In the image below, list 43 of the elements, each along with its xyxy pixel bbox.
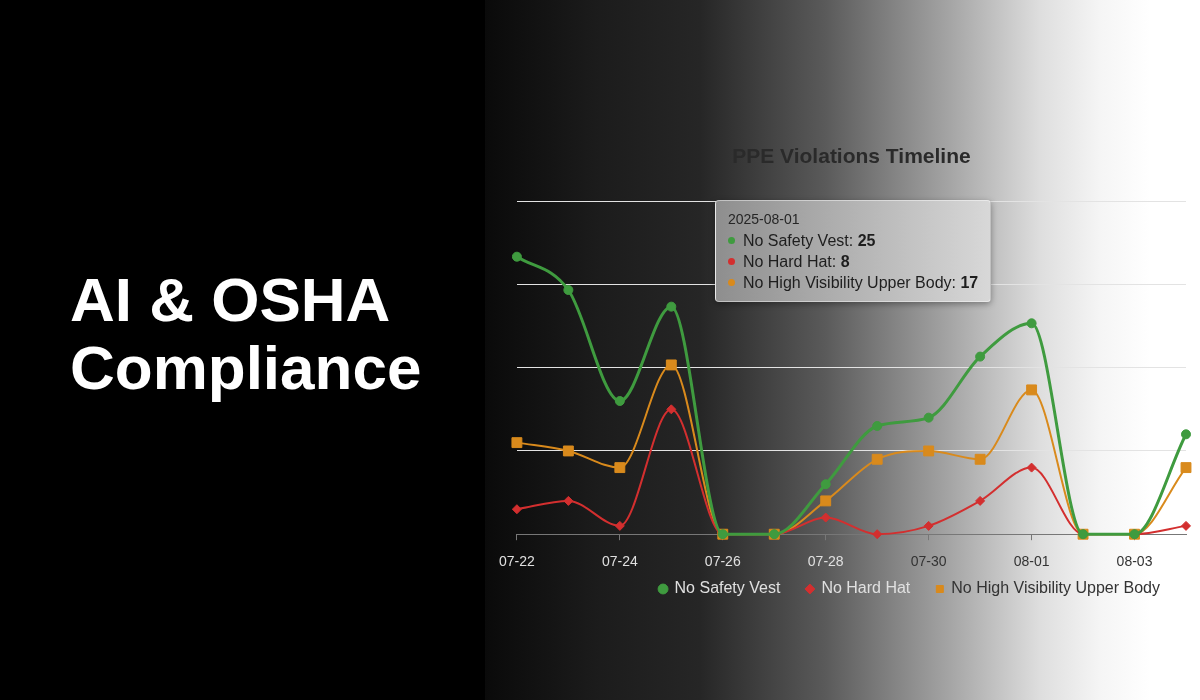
point	[562, 445, 574, 457]
point	[666, 301, 677, 312]
point	[563, 285, 574, 295]
annotation: No High Visibility Upper Body: 17	[742, 274, 979, 292]
point	[665, 359, 677, 371]
x-tick-label: 07-26	[704, 553, 741, 570]
point	[614, 520, 625, 531]
point	[666, 404, 677, 415]
point	[820, 512, 831, 523]
point	[511, 251, 522, 262]
point	[872, 420, 883, 431]
point	[975, 495, 986, 506]
point	[1180, 462, 1192, 474]
point	[1026, 318, 1037, 329]
legend-label: No High Visibility Upper Body	[951, 579, 1160, 597]
point	[820, 495, 832, 507]
point	[511, 437, 523, 449]
legend-label: No Hard Hat	[821, 579, 911, 597]
annotation: No Hard Hat: 8	[742, 253, 850, 271]
x-tick-label: 07-28	[807, 553, 844, 570]
point	[923, 445, 935, 457]
x-tick-label: 07-24	[601, 553, 638, 570]
tooltip-card: 2025-08-01 No Safety Vest: 25 No Hard Hat: 8 No High Visibility Upper Body: 17	[714, 200, 992, 303]
point	[1181, 520, 1191, 531]
x-tick-label: 07-30	[910, 553, 947, 570]
text: AI & OSHA Compliance	[70, 265, 423, 402]
point	[614, 462, 626, 474]
x-tick-label: 08-01	[1013, 553, 1050, 570]
point	[563, 495, 574, 506]
x-tick-label: 07-22	[499, 553, 536, 570]
x-tick-label: 08-03	[1116, 553, 1153, 570]
point	[614, 396, 625, 406]
point	[1026, 384, 1038, 396]
point	[1026, 462, 1037, 473]
point	[511, 504, 522, 515]
legend-label: No Safety Vest	[674, 579, 781, 597]
point	[871, 453, 883, 465]
point	[974, 453, 986, 465]
point	[1181, 429, 1191, 440]
point	[923, 520, 934, 531]
point	[975, 351, 986, 362]
point	[820, 479, 831, 490]
point	[923, 412, 934, 423]
